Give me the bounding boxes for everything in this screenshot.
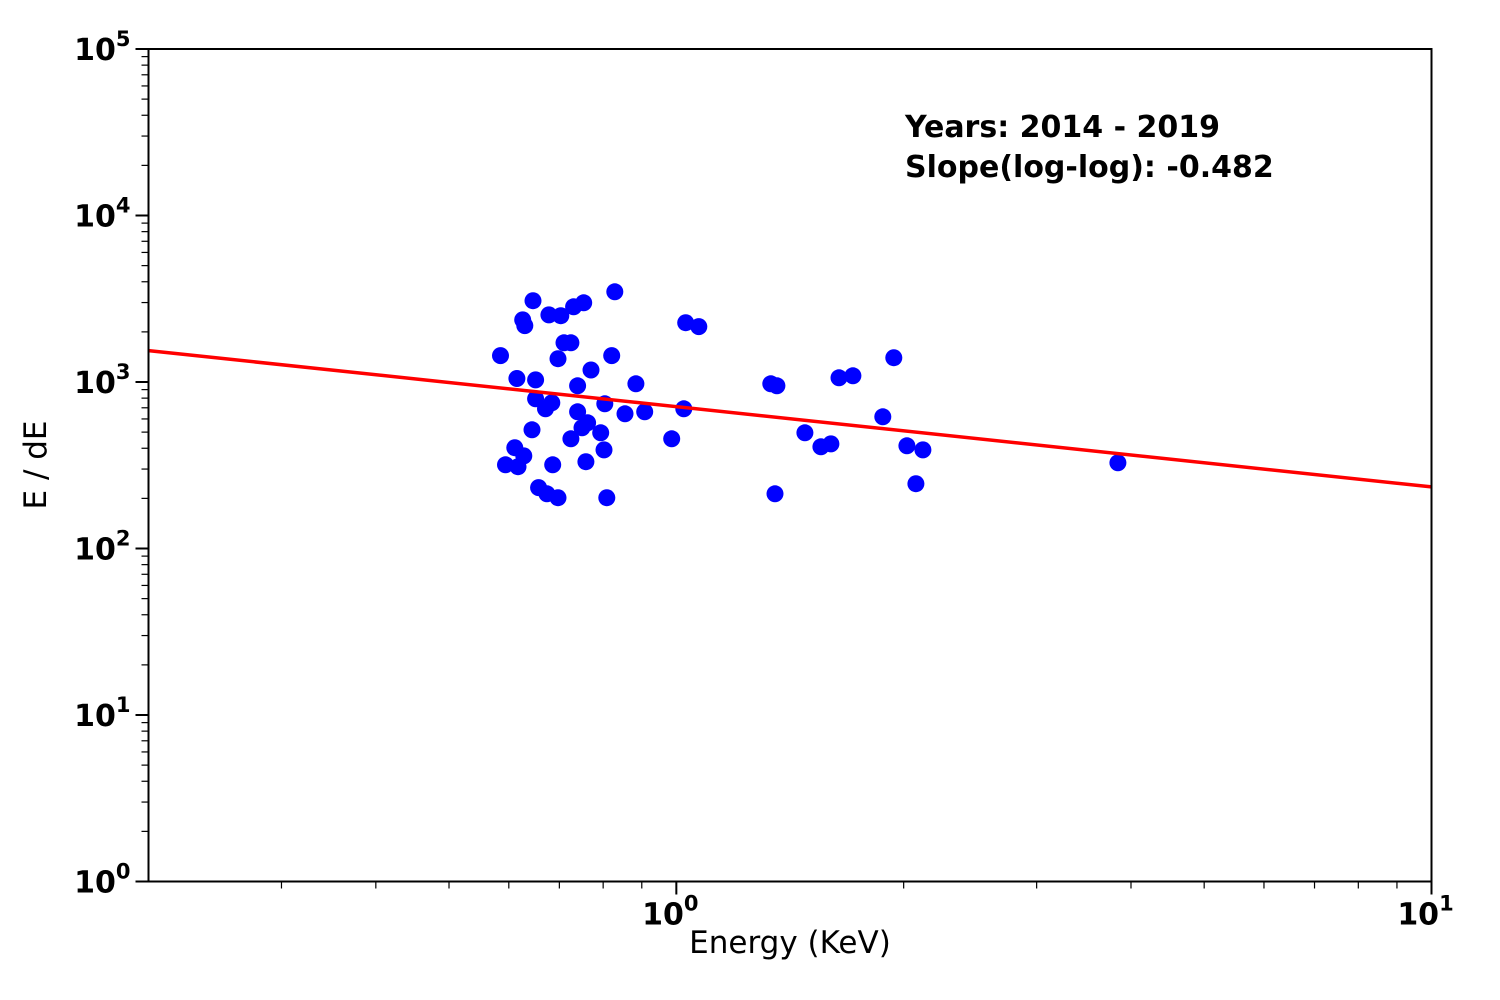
y-tick-label: 104 <box>74 194 130 235</box>
scatter-point <box>606 283 624 301</box>
scatter-point <box>627 375 645 393</box>
y-axis-label: E / dE <box>18 420 54 509</box>
y-tick-label: 102 <box>74 527 130 568</box>
scatter-point <box>497 456 514 474</box>
scatter-point <box>549 489 567 507</box>
scatter-series <box>492 283 1127 507</box>
annotation-years: Years: 2014 - 2019 <box>904 110 1220 145</box>
scatter-point <box>582 361 600 379</box>
scatter-point <box>523 421 541 439</box>
scatter-point <box>549 350 567 368</box>
scatter-point <box>569 403 587 421</box>
scatter-point <box>766 485 784 503</box>
x-tick-label: 101 <box>1397 892 1453 933</box>
scatter-point <box>509 458 527 476</box>
scatter-point <box>508 370 526 387</box>
scatter-point <box>822 435 840 453</box>
scatter-point <box>562 430 580 448</box>
scatter-point <box>527 371 545 389</box>
scatter-point <box>577 453 595 471</box>
scatter-point <box>552 307 570 325</box>
scatter-point <box>885 349 903 367</box>
scatter-point <box>524 292 542 310</box>
scatter-point <box>914 441 932 459</box>
scatter-point <box>874 408 892 426</box>
annotation-slope: Slope(log-log): -0.482 <box>905 150 1274 185</box>
scatter-point <box>544 456 562 474</box>
tick-labels-layer: 100 101 102 103 104 105 100 101 <box>74 27 1454 933</box>
y-tick-label: 101 <box>74 693 130 734</box>
scatter-point <box>562 334 580 352</box>
y-tick-label: 103 <box>74 360 130 401</box>
scatter-point <box>796 424 814 442</box>
scatter-point <box>492 347 509 365</box>
scatter-point <box>1109 454 1127 472</box>
scatter-point <box>830 369 848 387</box>
scatter-point <box>690 318 708 336</box>
fit-line-layer <box>148 348 1432 489</box>
scatter-point <box>907 475 925 493</box>
scatter-point <box>603 347 621 365</box>
scatter-point <box>898 437 916 455</box>
scatter-point <box>844 367 862 385</box>
y-tick-label: 100 <box>74 860 130 901</box>
scatter-point <box>565 298 583 316</box>
x-axis-label: Energy (KeV) <box>689 925 891 961</box>
x-tick-label: 100 <box>642 892 698 933</box>
scatter-point <box>516 317 534 335</box>
scatter-point <box>595 441 613 459</box>
scatter-point <box>537 400 554 418</box>
plot-frame <box>147 48 1433 883</box>
scatter-point <box>598 489 616 507</box>
scatter-point <box>768 377 786 395</box>
scatter-point <box>592 424 610 442</box>
scatter-point <box>677 314 695 332</box>
y-tick-label: 105 <box>74 27 130 68</box>
axes-layer <box>135 48 1433 895</box>
fit-line <box>148 348 1432 489</box>
scatter-point <box>616 405 634 423</box>
scatter-point <box>636 403 654 421</box>
scatter-point <box>569 377 587 395</box>
scatter-point <box>573 419 591 437</box>
scatter-point <box>663 430 681 448</box>
